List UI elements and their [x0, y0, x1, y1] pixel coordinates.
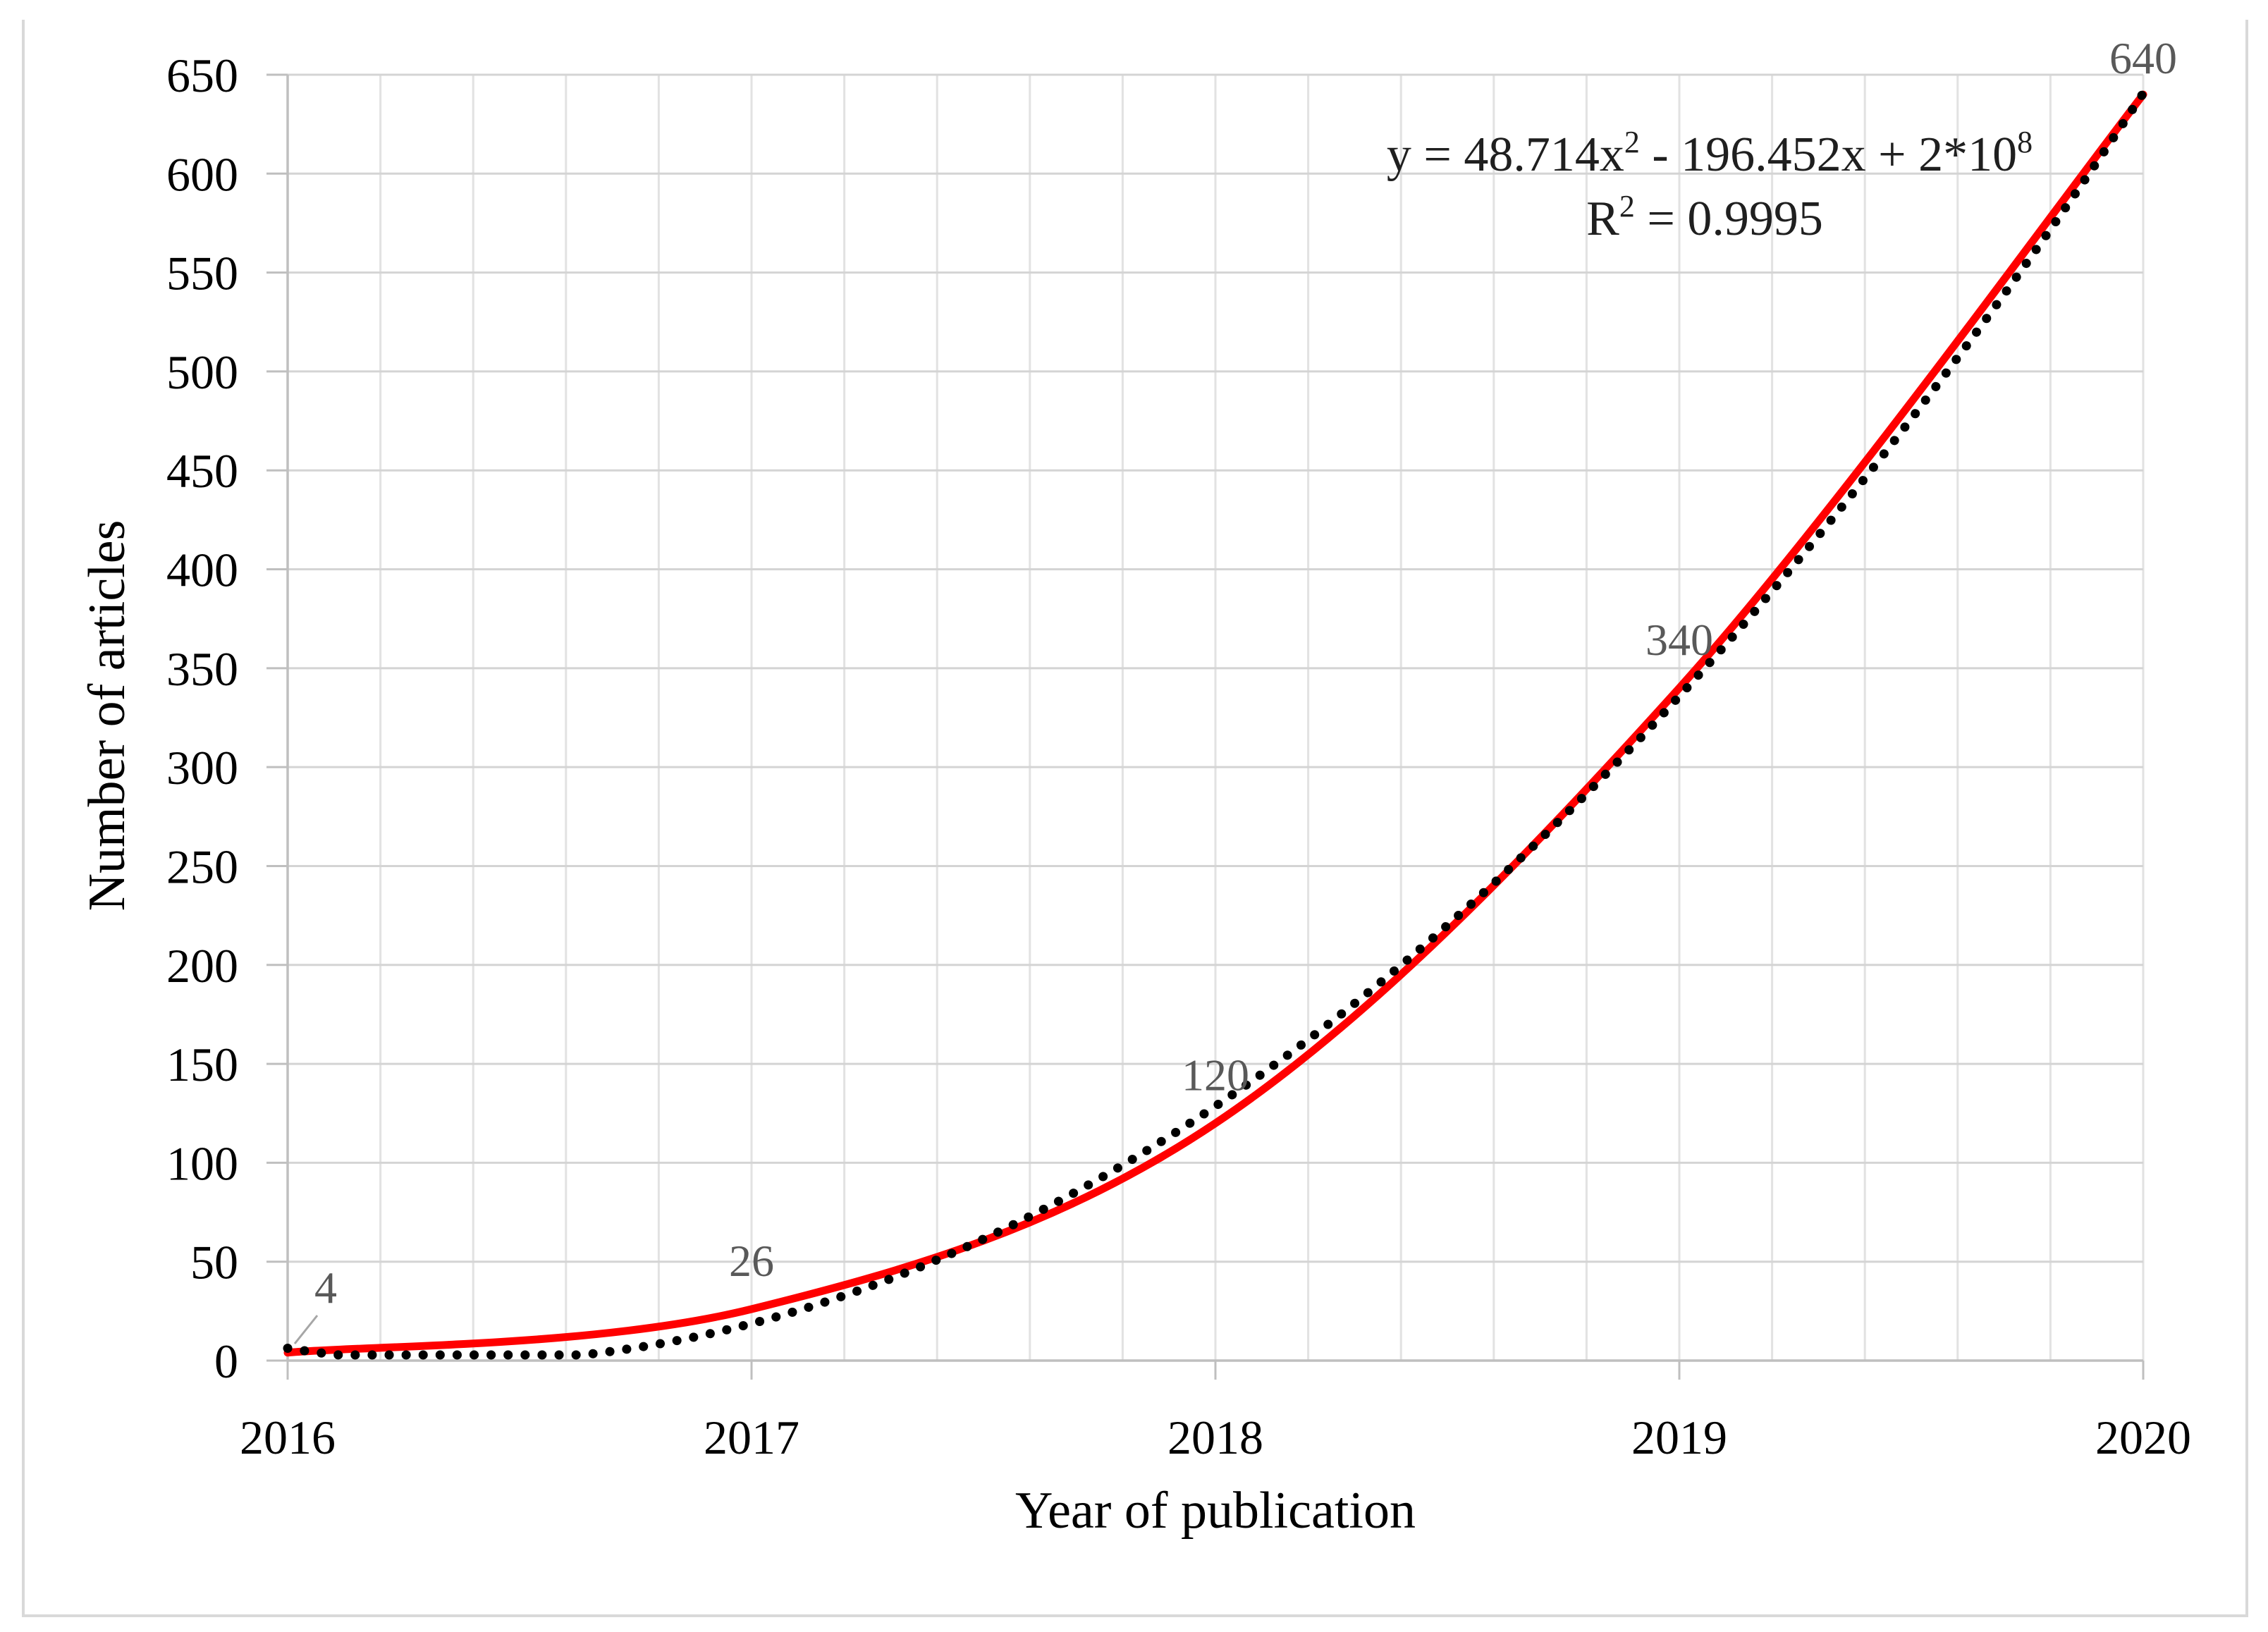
y-tick-label-550: 550: [166, 247, 238, 300]
figure-border: [22, 20, 2248, 1617]
x-tick-label-2019: 2019: [1631, 1411, 1727, 1464]
y-tick-label-250: 250: [166, 840, 238, 893]
x-tick-label-2016: 2016: [240, 1411, 336, 1464]
articles-series-line: [283, 90, 2147, 1357]
y-tick-label-150: 150: [166, 1038, 238, 1091]
trendline-equation: y = 48.714x2​ - 196.452x + 2*108​: [1387, 125, 2033, 182]
y-tick-label-200: 200: [166, 939, 238, 993]
y-axis-title: Number of articles: [78, 520, 136, 912]
data-label-340: 340: [1645, 615, 1713, 665]
x-tick-label-2017: 2017: [704, 1411, 799, 1464]
y-tick-label-0: 0: [214, 1335, 238, 1388]
y-tick-label-350: 350: [166, 642, 238, 696]
x-axis-title: Year of publication: [1015, 1482, 1416, 1540]
y-tick-label-100: 100: [166, 1136, 238, 1190]
data-label-4: 4: [314, 1263, 337, 1313]
y-tick-label-450: 450: [166, 444, 238, 498]
x-tick-label-2020: 2020: [2095, 1411, 2191, 1464]
data-label-26: 26: [729, 1236, 774, 1286]
y-tick-label-400: 400: [166, 544, 238, 597]
y-tick-label-500: 500: [166, 345, 238, 399]
y-tick-label-600: 600: [166, 147, 238, 201]
data-label-640: 640: [2109, 33, 2177, 83]
data-label-leader-line: [293, 1315, 319, 1344]
y-tick-label-300: 300: [166, 741, 238, 794]
r-squared-value: R2​ = 0.9995: [1586, 189, 1823, 246]
data-label-120: 120: [1182, 1050, 1249, 1100]
trendline-dotted: [283, 88, 2148, 1360]
y-tick-label-650: 650: [166, 49, 238, 102]
y-tick-label-50: 50: [190, 1236, 238, 1289]
x-tick-label-2018: 2018: [1167, 1411, 1263, 1464]
